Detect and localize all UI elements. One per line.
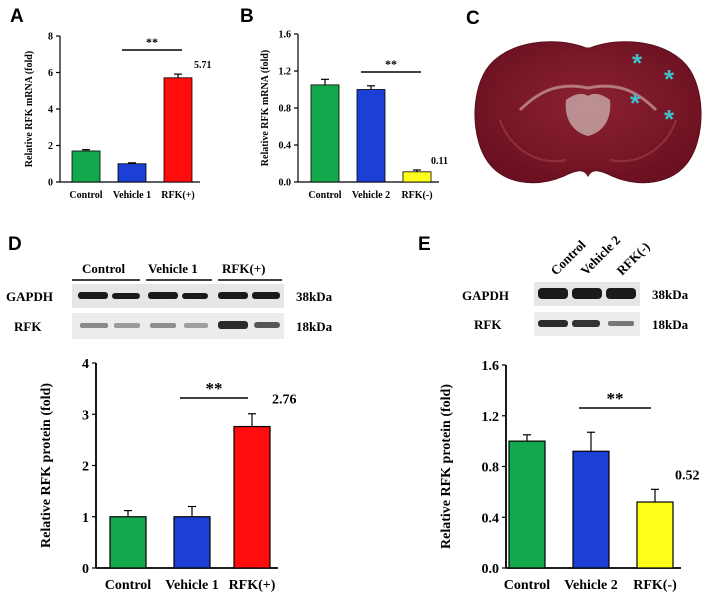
chart-b-category-2: Vehicle 2 bbox=[352, 190, 390, 201]
chart-e-bar-2 bbox=[572, 450, 610, 569]
chart-e-category-2: Vehicle 2 bbox=[564, 578, 618, 593]
chart-a-ytick-label: 6 bbox=[48, 68, 53, 79]
chart-d-value-label: 2.76 bbox=[272, 393, 297, 408]
chart-e-ytick-label: 1.6 bbox=[482, 359, 500, 374]
chart-a-bar-3 bbox=[163, 77, 193, 183]
brain-section-image: * * * * bbox=[474, 41, 702, 184]
cortex-line-right bbox=[609, 119, 677, 163]
blot-d-group-3: RFK(+) bbox=[222, 261, 266, 276]
blot-e-row-gapdh: GAPDH bbox=[462, 288, 509, 303]
chart-b-bar-1 bbox=[310, 84, 340, 183]
chart-b-sig-label: ** bbox=[385, 57, 397, 71]
asterisk-1: * bbox=[632, 48, 643, 78]
chart-d-ytick-label: 2 bbox=[82, 460, 89, 475]
chart-b-ylabel: Relative RFK mRNA (fold) bbox=[260, 50, 271, 166]
blot-d-row-gapdh: GAPDH bbox=[6, 289, 53, 304]
blot-d-size-gapdh: 38kDa bbox=[296, 289, 333, 304]
chart-a-ytick-label: 2 bbox=[48, 141, 53, 152]
blot-d-rfk-bands bbox=[80, 321, 280, 329]
chart-a: 0 2 4 6 8 Relative RFK mRNA (fold) Control Vehi… bbox=[24, 32, 212, 202]
chart-d-bar-2 bbox=[173, 516, 211, 569]
chart-e-ytick-label: 0.8 bbox=[482, 461, 500, 476]
asterisk-3: * bbox=[630, 88, 641, 118]
blot-e-row-rfk: RFK bbox=[474, 317, 502, 332]
asterisk-2: * bbox=[664, 64, 675, 94]
chart-d-sig-label: ** bbox=[206, 379, 223, 398]
asterisk-4: * bbox=[664, 104, 675, 134]
chart-d-bar-3 bbox=[233, 425, 271, 569]
panel-label-b: B bbox=[240, 6, 254, 27]
chart-d-category-3: RFK(+) bbox=[229, 578, 276, 593]
chart-b: 0.0 0.4 0.8 1.2 1.6 Relative RFK mRNA (fold) C… bbox=[260, 30, 448, 202]
blot-d-row-rfk: RFK bbox=[14, 319, 42, 334]
chart-b-ytick-label: 1.2 bbox=[279, 67, 292, 78]
chart-a-category-2: Vehicle 1 bbox=[113, 190, 151, 201]
corpus-callosum bbox=[518, 84, 658, 112]
chart-b-ytick-label: 0.8 bbox=[279, 104, 292, 115]
blot-e-rfk-bands bbox=[538, 320, 634, 327]
chart-a-sig-label: ** bbox=[146, 35, 158, 49]
chart-d-ytick-label: 3 bbox=[82, 408, 89, 423]
panel-label-e: E bbox=[418, 234, 431, 255]
chart-e-ylabel: Relative RFK protein (fold) bbox=[439, 384, 454, 549]
brain-center-light bbox=[565, 93, 611, 136]
chart-b-bar-3 bbox=[402, 171, 432, 183]
chart-d-category-2: Vehicle 1 bbox=[165, 578, 219, 593]
chart-e-ytick-label: 0.0 bbox=[482, 562, 500, 577]
blot-d-group-1: Control bbox=[82, 261, 125, 276]
chart-e-category-1: Control bbox=[504, 578, 551, 593]
blot-d-size-rfk: 18kDa bbox=[296, 319, 333, 334]
chart-b-bar-2 bbox=[356, 89, 386, 183]
chart-e-bar-3 bbox=[636, 501, 674, 569]
chart-d-ytick-label: 0 bbox=[82, 562, 89, 577]
cortex-line-left bbox=[499, 119, 567, 163]
chart-d-category-1: Control bbox=[105, 578, 152, 593]
chart-b-category-3: RFK(-) bbox=[401, 190, 432, 201]
chart-a-bar-1 bbox=[71, 150, 101, 183]
chart-e-ytick-label: 0.4 bbox=[482, 511, 500, 526]
western-blot-e: Control Vehicle 2 RFK(-) GAPDH RFK 38kDa… bbox=[462, 232, 689, 336]
chart-d-bar-1 bbox=[109, 516, 147, 569]
chart-a-category-3: RFK(+) bbox=[161, 190, 194, 201]
chart-a-category-1: Control bbox=[69, 190, 102, 201]
panel-label-c: C bbox=[466, 8, 480, 29]
blot-e-size-rfk: 18kDa bbox=[652, 317, 689, 332]
chart-b-ytick-label: 0.4 bbox=[279, 141, 292, 152]
blot-e-gapdh-bands bbox=[538, 288, 636, 299]
chart-d-ytick-label: 1 bbox=[82, 511, 89, 526]
chart-e-value-label: 0.52 bbox=[675, 468, 700, 483]
chart-a-ytick-label: 0 bbox=[48, 178, 53, 189]
blot-d-group-2: Vehicle 1 bbox=[148, 261, 198, 276]
chart-a-ytick-label: 8 bbox=[48, 32, 53, 43]
chart-a-bar-2 bbox=[117, 163, 147, 183]
chart-b-value-label: 0.11 bbox=[431, 156, 448, 167]
panel-label-d: D bbox=[8, 234, 22, 255]
chart-e: 0.0 0.4 0.8 1.2 1.6 Relative RFK protein (fol… bbox=[439, 359, 700, 593]
chart-a-ytick-label: 4 bbox=[48, 105, 53, 116]
chart-a-value-label: 5.71 bbox=[194, 60, 212, 71]
chart-b-ytick-label: 0.0 bbox=[279, 178, 292, 189]
blot-e-size-gapdh: 38kDa bbox=[652, 287, 689, 302]
western-blot-d: Control Vehicle 1 RFK(+) GAPDH RFK 38kDa… bbox=[6, 261, 333, 339]
chart-d-ytick-label: 4 bbox=[82, 357, 89, 372]
chart-b-category-1: Control bbox=[308, 190, 341, 201]
chart-e-bar-1 bbox=[508, 440, 546, 569]
chart-e-sig-label: ** bbox=[607, 389, 624, 408]
blot-d-gapdh-bands bbox=[78, 292, 280, 299]
chart-d: 0 1 2 3 4 Relative RFK protein (fold) Control V… bbox=[39, 357, 297, 593]
panel-label-a: A bbox=[10, 6, 24, 27]
chart-e-category-3: RFK(-) bbox=[633, 578, 677, 593]
chart-e-ytick-label: 1.2 bbox=[482, 410, 500, 425]
chart-d-ylabel: Relative RFK protein (fold) bbox=[39, 383, 54, 548]
chart-b-ytick-label: 1.6 bbox=[279, 30, 292, 41]
chart-a-ylabel: Relative RFK mRNA (fold) bbox=[24, 51, 35, 167]
